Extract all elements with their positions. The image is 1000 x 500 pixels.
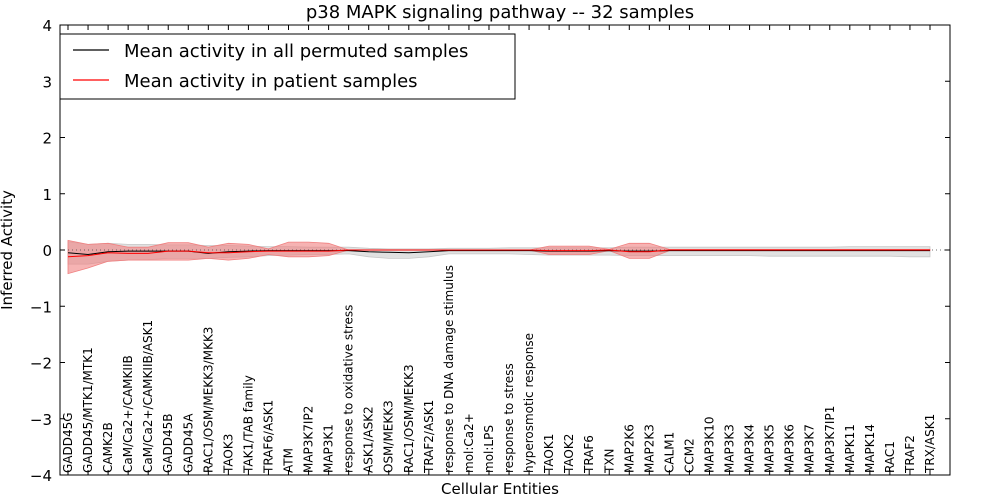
series-lines [67, 249, 930, 258]
x-tick-label: GADD45B [161, 414, 175, 474]
x-tick-label: GADD45/MTK1/MTK1 [81, 347, 95, 473]
x-tick-label: MAPK14 [863, 424, 877, 473]
x-tick-label: GADD45A [181, 413, 195, 473]
y-tick-label: −2 [30, 355, 52, 373]
x-tick-label: mol:LPS [482, 425, 496, 473]
y-tick-label: 4 [42, 17, 52, 35]
line-patient [67, 249, 930, 258]
y-tick-label: −4 [30, 467, 52, 485]
x-tick-label: TAOK3 [221, 434, 235, 474]
x-tick-label: CALM1 [662, 432, 676, 473]
x-tick-label: RAC1 [883, 441, 897, 473]
y-tick-label: 0 [42, 242, 52, 260]
x-tick-label: OSM/MEKK3 [382, 400, 396, 473]
x-axis-ticks: GADD45G GADD45/MTK1/MTK1 CAMK2B CaM/Ca2+/CA… [61, 25, 937, 475]
x-tick-label: MAP2K3 [642, 424, 656, 473]
legend-box [59, 33, 516, 100]
x-tick-label: response to oxidative stress [342, 305, 356, 473]
x-tick-label: TRAF6 [582, 435, 596, 474]
x-tick-label: MAPK11 [843, 424, 857, 473]
y-axis-label: Inferred Activity [0, 190, 16, 310]
x-tick-label: hyperosmotic response [522, 333, 536, 473]
x-tick-label: ASK1/ASK2 [362, 406, 376, 473]
x-tick-label: MAP3K3 [723, 424, 737, 473]
x-tick-label: response to DNA damage stimulus [442, 265, 456, 473]
x-axis-label: Cellular Entities [441, 480, 559, 498]
x-tick-label: MAP3K10 [703, 416, 717, 473]
y-tick-label: 1 [42, 186, 52, 204]
x-tick-label: TAK1/TAB family [241, 375, 255, 474]
plot-frame [59, 24, 951, 476]
y-tick-label: −1 [30, 298, 52, 316]
x-tick-label: TRAF2 [903, 435, 917, 474]
y-tick-label: 3 [42, 73, 52, 91]
x-tick-label: TAOK2 [562, 434, 576, 474]
x-tick-label: MAP3K7 [803, 424, 817, 473]
x-tick-label: CCM2 [682, 438, 696, 473]
y-axis-ticks: 4 3 2 1 0 −1 −2 −3 −4 [30, 17, 950, 485]
x-tick-label: TRAF6/ASK1 [262, 400, 276, 474]
x-tick-label: response to stress [502, 363, 516, 473]
x-tick-label: MAP3K5 [763, 424, 777, 473]
legend-label-permuted: Mean activity in all permuted samples [124, 41, 468, 62]
x-tick-label: CAMK2B [101, 422, 115, 473]
x-tick-label: RAC1/OSM/MEKK3 [402, 364, 416, 473]
chart-title: p38 MAPK signaling pathway -- 32 samples [306, 2, 694, 23]
x-tick-label: TRX/ASK1 [923, 414, 937, 474]
x-tick-label: RAC1/OSM/MEKK3/MKK3 [201, 327, 215, 473]
x-tick-label: GADD45G [61, 412, 75, 473]
x-tick-label: MAP3K7IP1 [823, 406, 837, 473]
legend: Mean activity in all permuted samples Me… [59, 33, 516, 100]
x-tick-label: TXN [602, 448, 616, 474]
x-tick-label: CaM/Ca2+/CAMKIIB [121, 355, 135, 473]
x-tick-label: MAP3K4 [743, 424, 757, 473]
x-tick-label: MAP3K7IP2 [302, 406, 316, 473]
x-tick-label: CaM/Ca2+/CAMKIIB/ASK1 [141, 320, 155, 473]
x-tick-label: MAP3K6 [783, 424, 797, 473]
x-tick-label: ATM [282, 448, 296, 473]
x-tick-label: MAP3K1 [322, 424, 336, 473]
x-tick-label: MAP2K6 [622, 424, 636, 473]
x-tick-label: TRAF2/ASK1 [422, 400, 436, 474]
y-tick-label: −3 [30, 411, 52, 429]
x-tick-label: mol:Ca2+ [462, 413, 476, 473]
x-tick-label: TAOK1 [542, 434, 556, 474]
legend-label-patient: Mean activity in patient samples [124, 71, 418, 92]
y-tick-label: 2 [42, 130, 52, 148]
